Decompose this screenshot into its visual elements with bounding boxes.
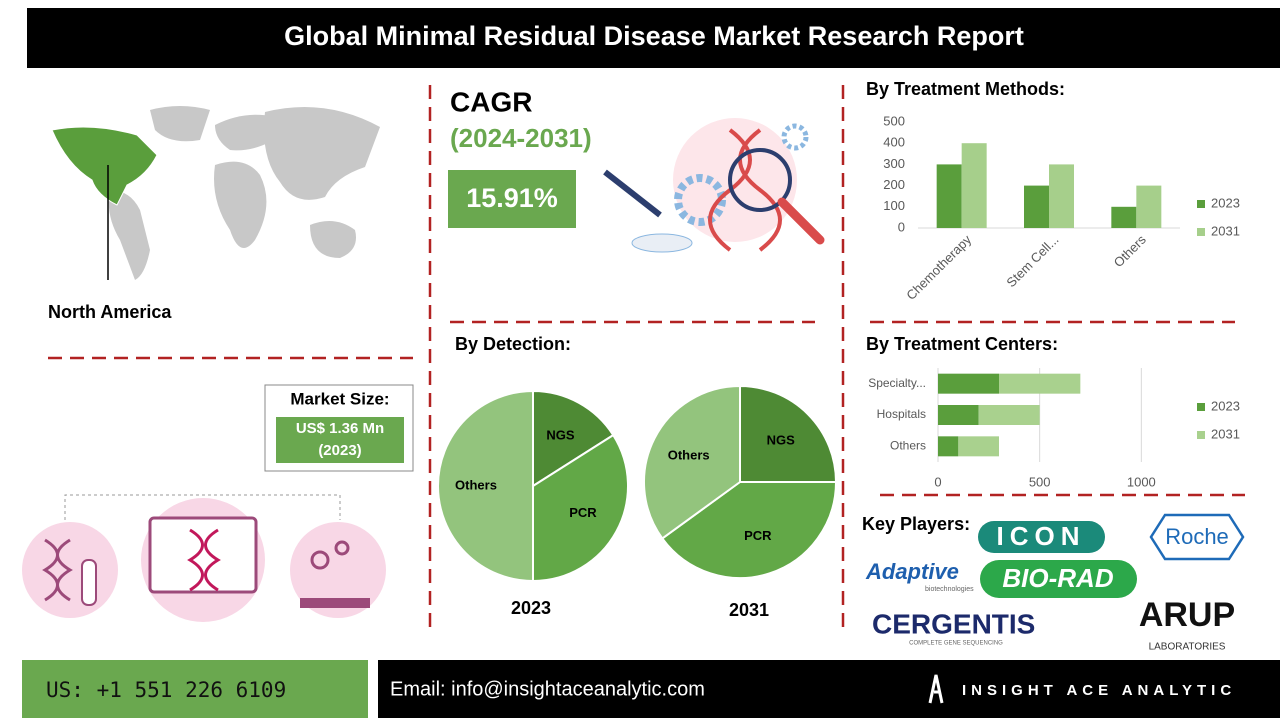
bar: [958, 436, 999, 457]
footer-phone: US: +1 551 226 6109: [46, 678, 286, 702]
y-tick-label: Hospitals: [877, 407, 926, 421]
bar: [936, 164, 962, 228]
logo-biorad: [980, 560, 1137, 598]
region-label: North America: [48, 302, 172, 322]
logo-text: LABORATORIES: [1149, 642, 1226, 653]
logo-icon: [978, 521, 1105, 553]
cagr-box: [448, 170, 576, 228]
slice-label: Others: [668, 447, 710, 462]
brand-icon: [928, 674, 944, 704]
x-tick-label: Stem Cell...: [1003, 232, 1061, 290]
y-tick-label: Others: [890, 439, 926, 453]
logo-text: COMPLETE GENE SEQUENCING: [909, 641, 1003, 647]
pie-slice: [532, 433, 629, 583]
slice-label: PCR: [744, 528, 772, 543]
legend-label: 2023: [1211, 195, 1240, 210]
logo-text: biotechnologies: [925, 586, 974, 593]
legend-swatch: [1197, 200, 1205, 208]
legend-label: 2031: [1211, 223, 1240, 238]
illustrations: [22, 494, 386, 622]
legend-swatch: [1197, 403, 1205, 411]
logo-text: Roche: [1165, 524, 1229, 549]
dna-illustration: [603, 118, 825, 253]
slice-label: NGS: [546, 427, 575, 442]
cagr-label: CAGR: [450, 86, 532, 117]
market-size-year: (2023): [318, 442, 361, 459]
north-america: [51, 126, 158, 206]
logo-text: CERGENTIS: [872, 608, 1035, 639]
market-size-value-box: [276, 417, 404, 463]
market-size-label: Market Size:: [290, 389, 389, 408]
title: Global Minimal Residual Disease Market R…: [284, 21, 1024, 51]
y-tick-label: 300: [883, 156, 905, 171]
cagr-value: 15.91%: [466, 183, 558, 213]
y-tick-label: 400: [883, 135, 905, 150]
bar: [938, 405, 979, 425]
logo-text: ARUP: [1139, 596, 1235, 634]
logo-text: BIO-RAD: [1002, 563, 1113, 593]
legend-label: 2023: [1211, 398, 1240, 413]
y-tick-label: 100: [883, 198, 905, 213]
bar: [1024, 185, 1049, 228]
footer-phone-box: [22, 660, 368, 718]
logo-text: ICON: [997, 521, 1086, 551]
slice-label: NGS: [767, 433, 796, 448]
pie-slice: [739, 384, 838, 483]
pie-year: 2023: [511, 598, 551, 618]
slice-label: PCR: [569, 505, 597, 520]
x-tick-label: 500: [1029, 474, 1051, 489]
market-size-value: US$ 1.36 Mn: [296, 420, 384, 437]
y-tick-label: Specialty...: [868, 376, 926, 390]
footer-email: Email: info@insightaceanalytic.com: [390, 678, 705, 700]
pie-slice: [660, 481, 838, 579]
x-tick-label: Others: [1111, 232, 1150, 271]
pie-slice: [532, 389, 615, 488]
bar: [1111, 206, 1137, 228]
legend-swatch: [1197, 431, 1205, 439]
bar: [999, 373, 1081, 394]
bar: [1049, 164, 1074, 228]
pie-slice: [643, 384, 741, 540]
x-tick-label: 1000: [1127, 474, 1156, 489]
bar: [938, 436, 959, 457]
legend-label: 2031: [1211, 426, 1240, 441]
world-map: [108, 106, 380, 280]
footer-bar: [378, 660, 1280, 718]
bar: [1136, 185, 1162, 228]
slice-label: Others: [455, 477, 497, 492]
chart-title: By Treatment Methods:: [866, 79, 1065, 99]
legend-swatch: [1197, 228, 1205, 236]
x-tick-label: 0: [934, 474, 941, 489]
chart-title: By Detection:: [455, 334, 571, 354]
y-tick-label: 0: [898, 219, 905, 234]
logo-text: Adaptive: [865, 559, 959, 584]
bar: [961, 143, 987, 228]
y-tick-label: 200: [883, 177, 905, 192]
footer-brand: INSIGHT ACE ANALYTIC: [962, 682, 1236, 699]
x-tick-label: Chemotherapy: [903, 232, 974, 303]
logo-roche: [1149, 513, 1245, 561]
y-tick-label: 500: [883, 113, 905, 128]
cagr-period: (2024-2031): [450, 123, 592, 153]
chart-title: By Treatment Centers:: [866, 334, 1058, 354]
pie-slice: [437, 389, 534, 583]
key-players-label: Key Players:: [862, 514, 970, 534]
header-bar: [27, 8, 1280, 68]
bar: [978, 405, 1040, 425]
pie-year: 2031: [729, 600, 769, 620]
bar: [938, 373, 999, 394]
